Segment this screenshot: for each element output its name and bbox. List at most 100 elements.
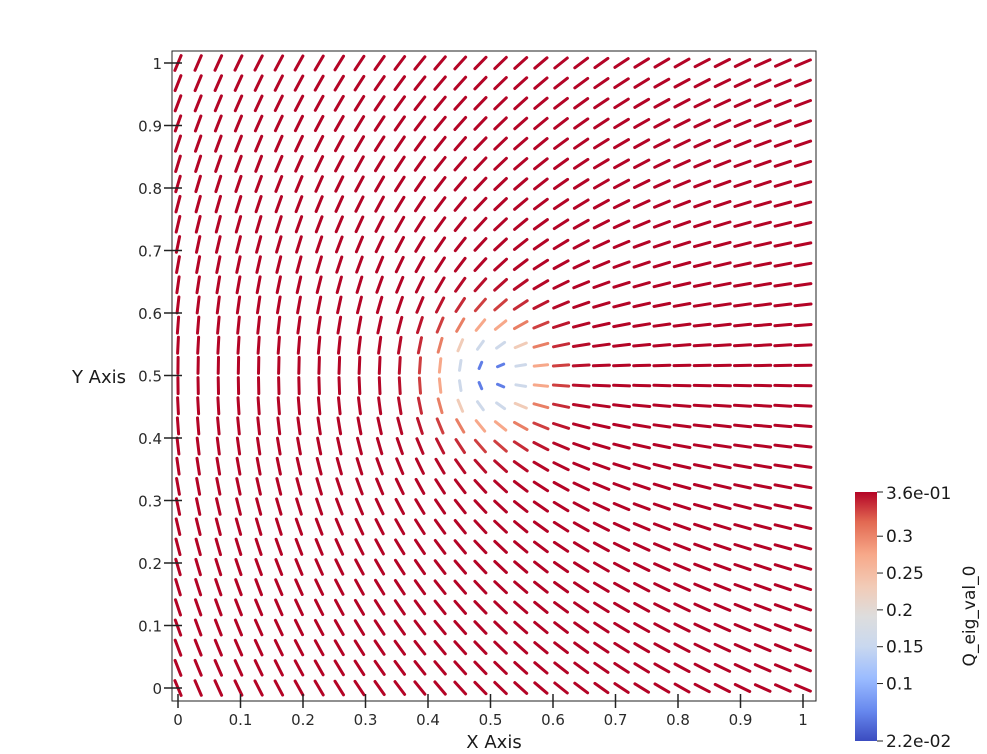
director-glyph [253, 659, 264, 677]
director-glyph [393, 75, 406, 92]
director-glyph [473, 680, 488, 696]
director-glyph [336, 436, 343, 456]
director-glyph [612, 403, 631, 409]
director-glyph [593, 137, 610, 150]
director-glyph [613, 158, 630, 170]
director-glyph [314, 135, 325, 153]
director-glyph [473, 297, 487, 313]
director-glyph [552, 481, 570, 492]
director-glyph [712, 322, 732, 328]
director-glyph [513, 238, 529, 251]
director-glyph [613, 621, 630, 634]
director-glyph [513, 401, 528, 410]
director-glyph [733, 118, 752, 128]
director-glyph [513, 620, 529, 635]
director-glyph [414, 256, 426, 274]
director-glyph [393, 619, 406, 636]
director-glyph [416, 316, 424, 335]
director-glyph [374, 578, 386, 596]
director-glyph [673, 57, 691, 69]
director-glyph [713, 159, 732, 169]
director-glyph [493, 439, 508, 453]
director-glyph [553, 157, 570, 170]
director-glyph [652, 220, 671, 229]
director-glyph [315, 235, 324, 254]
director-glyph [377, 355, 382, 375]
director-glyph [254, 517, 263, 536]
director-glyph [317, 376, 321, 396]
y-tick-label: 0.8 [138, 180, 162, 198]
director-glyph [314, 538, 324, 556]
director-glyph [513, 197, 529, 211]
director-glyph [572, 300, 591, 309]
director-glyph [713, 602, 732, 612]
director-glyph [773, 583, 792, 592]
director-glyph [275, 477, 283, 496]
director-glyph [693, 542, 712, 551]
director-glyph [174, 134, 182, 153]
director-glyph [693, 159, 712, 169]
director-glyph [473, 75, 488, 91]
director-glyph [458, 379, 463, 392]
director-glyph [753, 78, 772, 88]
director-glyph [712, 343, 732, 348]
director-glyph [375, 457, 384, 476]
director-glyph [592, 462, 611, 471]
director-glyph [453, 579, 467, 595]
director-glyph [353, 54, 366, 72]
director-glyph [593, 581, 610, 593]
director-glyph [532, 238, 549, 251]
director-glyph [174, 154, 182, 173]
director-glyph [333, 679, 345, 697]
director-glyph [255, 497, 263, 516]
director-glyph [652, 443, 672, 450]
director-glyph [334, 175, 345, 193]
director-glyph [753, 423, 773, 429]
director-glyph [673, 642, 691, 653]
director-glyph [233, 114, 243, 133]
director-glyph [612, 219, 631, 230]
director-glyph [753, 180, 772, 188]
director-glyph [454, 438, 466, 454]
director-glyph [236, 416, 241, 436]
director-glyph [532, 279, 550, 291]
director-glyph [273, 114, 284, 133]
director-glyph [591, 383, 611, 388]
director-glyph [295, 275, 303, 295]
director-glyph [174, 517, 182, 536]
director-glyph [313, 639, 325, 657]
director-glyph [397, 396, 403, 416]
director-glyph [753, 663, 772, 673]
director-glyph [532, 341, 550, 349]
director-glyph [413, 559, 426, 576]
director-glyph [753, 483, 772, 490]
director-glyph [633, 77, 650, 89]
director-glyph [573, 56, 590, 70]
director-glyph [234, 154, 243, 173]
director-glyph [532, 218, 549, 231]
director-glyph [673, 118, 691, 129]
x-tick-label: 0.4 [416, 711, 440, 729]
director-glyph [553, 641, 569, 655]
director-glyph [374, 195, 385, 213]
director-glyph [572, 541, 590, 553]
director-glyph [233, 54, 244, 72]
director-glyph [773, 623, 792, 632]
director-glyph [713, 582, 732, 592]
director-glyph [295, 456, 303, 476]
director-glyph [573, 137, 590, 150]
director-glyph [195, 477, 202, 496]
director-glyph [417, 356, 422, 375]
y-tick-label: 0 [152, 680, 162, 698]
director-glyph [532, 299, 550, 310]
director-glyph [256, 416, 261, 436]
y-axis-title: Y Axis [71, 367, 126, 388]
director-glyph [552, 402, 571, 409]
director-glyph [493, 156, 508, 171]
director-glyph [653, 562, 671, 572]
director-glyph [793, 200, 813, 208]
director-glyph [612, 239, 631, 249]
director-glyph [414, 236, 426, 253]
x-tick-label: 0.7 [604, 711, 628, 729]
director-glyph [254, 578, 263, 597]
